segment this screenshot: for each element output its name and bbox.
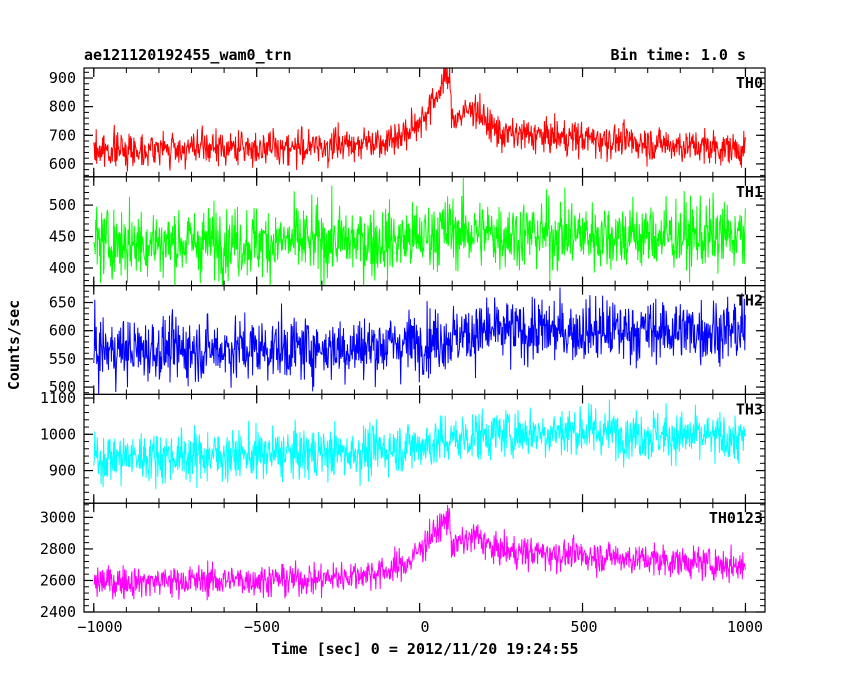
panel-label-th2: TH2 xyxy=(736,292,763,310)
y-tick-label: 650 xyxy=(49,294,76,312)
y-tick-label: 1100 xyxy=(40,389,76,407)
x-tick-label: 0 xyxy=(420,618,429,636)
x-tick-label: 1000 xyxy=(727,618,763,636)
series-line-th3 xyxy=(93,399,746,490)
y-tick-label: 2800 xyxy=(40,540,76,558)
y-tick-label: 700 xyxy=(49,126,76,144)
panel-label-th3: TH3 xyxy=(736,400,763,418)
series-line-th1 xyxy=(93,178,746,286)
x-tick-label: 500 xyxy=(570,618,597,636)
x-tick-label: −500 xyxy=(244,618,280,636)
chart-title: ae121120192455_wam0_trn xyxy=(84,46,292,64)
y-tick-label: 400 xyxy=(49,259,76,277)
panel-frame xyxy=(83,67,766,178)
series-line-th0 xyxy=(93,68,746,172)
y-tick-label: 500 xyxy=(49,378,76,396)
y-tick-label: 800 xyxy=(49,98,76,116)
panel-frame xyxy=(83,502,766,613)
y-tick-label: 3000 xyxy=(40,508,76,526)
panel-label-th0: TH0 xyxy=(736,74,763,92)
bin-time-label: Bin time: 1.0 s xyxy=(611,46,746,64)
x-tick-label: −1000 xyxy=(77,618,122,636)
panel-label-th1: TH1 xyxy=(736,183,763,201)
y-tick-label: 2600 xyxy=(40,571,76,589)
y-tick-label: 1000 xyxy=(40,425,76,443)
y-tick-label: 900 xyxy=(49,462,76,480)
y-tick-label: 450 xyxy=(49,228,76,246)
y-tick-label: 600 xyxy=(49,322,76,340)
y-tick-label: 550 xyxy=(49,350,76,368)
y-tick-label: 2400 xyxy=(40,603,76,621)
y-axis-label: Counts/sec xyxy=(5,300,23,390)
x-tick-labels: −1000 −500 0 500 1000 xyxy=(77,618,763,636)
y-tick-label: 600 xyxy=(49,155,76,173)
y-tick-label: 900 xyxy=(49,69,76,87)
series-line-th0123 xyxy=(93,504,746,601)
panels-group: 600 700 800 900 TH0 400 450 500 TH1 500 550 600 650 T… xyxy=(40,67,766,621)
panel-label-th0123: TH0123 xyxy=(709,509,763,527)
series-line-th2 xyxy=(93,287,746,395)
y-tick-label: 500 xyxy=(49,196,76,214)
x-axis-label: Time [sec] 0 = 2012/11/20 19:24:55 xyxy=(271,640,578,658)
